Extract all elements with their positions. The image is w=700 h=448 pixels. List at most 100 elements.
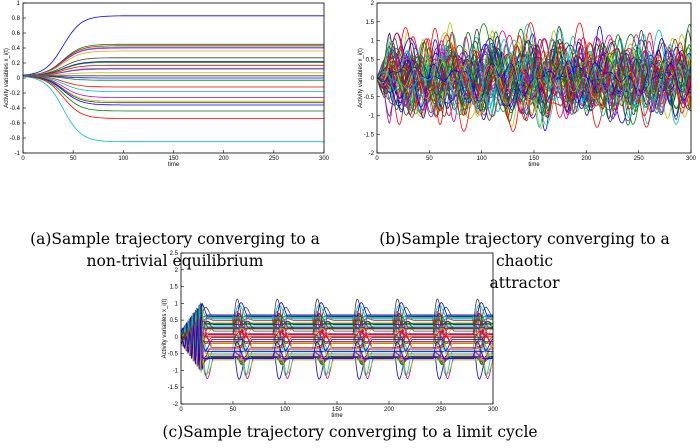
y-tick-label: 0.5	[366, 57, 375, 63]
trajectory-line	[181, 298, 493, 359]
trajectory-line	[181, 305, 493, 361]
trajectory-line	[23, 43, 324, 76]
trajectory-line	[23, 47, 324, 76]
trajectory-line	[181, 311, 493, 366]
trajectory-line	[181, 313, 493, 367]
trajectory-line	[181, 306, 493, 361]
trajectory-line	[377, 41, 691, 116]
x-tick-label: 50	[426, 156, 433, 162]
chart-a: 0 50 100 150 200 250 300 -1 -0.8 -0.6 -0.4 -0.2 0 0.2…	[4, 1, 330, 168]
x-tick-label: 150	[332, 407, 343, 413]
trajectory-line	[23, 57, 324, 76]
y-tick-label: -2	[369, 151, 375, 157]
trajectory-line	[23, 75, 324, 79]
y-tick-label: 0.4	[12, 46, 21, 52]
y-tick-label: -2	[173, 402, 179, 408]
y-tick-label: -0.5	[168, 352, 179, 358]
y-tick-label: 1.5	[366, 20, 375, 26]
trajectory-line	[181, 302, 493, 356]
trajectory-line	[23, 75, 324, 92]
y-tick-label: 0.2	[12, 61, 21, 67]
y-tick-label: -0.4	[10, 106, 21, 112]
caption-c-line1: (c)Sample trajectory converging to a lim…	[162, 423, 538, 441]
chart-b: 0 50 100 150 200 250 300 -2 -1.5 -1 -0.5 0 0.5 1 1.5 2 t…	[358, 1, 697, 168]
caption-c: (c)Sample trajectory converging to a lim…	[150, 421, 550, 443]
x-tick-label: 250	[436, 407, 447, 413]
trajectory-line	[23, 45, 324, 76]
y-axis-label: Activity variables x_i(t)	[358, 48, 364, 108]
x-tick-label: 100	[118, 156, 129, 162]
y-tick-label: -1.5	[364, 132, 375, 138]
trajectory-line	[23, 64, 324, 76]
trajectory-line	[23, 61, 324, 76]
x-tick-label: 300	[319, 156, 330, 162]
trajectory-line	[181, 312, 493, 366]
trajectory-line	[23, 15, 324, 76]
trajectory-line	[23, 75, 324, 81]
trajectory-line	[181, 319, 493, 375]
y-tick-label: -0.6	[10, 121, 21, 127]
trajectory-line	[23, 76, 324, 143]
trajectory-line	[23, 67, 324, 77]
trajectory-line	[181, 304, 493, 359]
caption-b: (b)Sample trajectory converging to a cha…	[352, 228, 697, 294]
y-tick-label: -1	[173, 368, 179, 374]
y-tick-label: -0.5	[364, 95, 375, 101]
trajectory-line	[181, 310, 493, 365]
trajectory-line	[23, 75, 324, 98]
x-tick-label: 100	[280, 407, 291, 413]
y-tick-label: 0	[175, 335, 179, 341]
trajectory-line	[181, 314, 493, 366]
x-tick-label: 50	[70, 156, 77, 162]
trajectory-line	[181, 317, 493, 372]
y-tick-label: 0.8	[12, 16, 21, 22]
trajectory-line	[23, 50, 324, 76]
trajectory-line	[377, 39, 691, 114]
y-tick-label: 0	[371, 76, 375, 82]
y-tick-label: -1	[15, 151, 21, 157]
caption-a-line2: non-trivial equilibrium	[86, 252, 264, 270]
x-tick-label: 50	[230, 407, 237, 413]
y-tick-label: 2	[371, 1, 375, 7]
y-tick-label: -0.2	[10, 91, 21, 97]
trajectory-line	[23, 75, 324, 104]
trajectory-line	[23, 75, 324, 102]
trajectory-line	[23, 75, 324, 106]
x-tick-label: 300	[488, 407, 499, 413]
trajectory-line	[181, 310, 493, 367]
trajectories-a	[23, 15, 324, 143]
caption-a-line1: (a)Sample trajectory converging to a	[30, 230, 320, 248]
y-tick-label: 1	[371, 39, 375, 45]
y-axis-label: Activity variables x_i(t)	[4, 48, 10, 108]
trajectory-line	[181, 311, 493, 369]
caption-b-line1: (b)Sample trajectory converging to a cha…	[379, 230, 670, 270]
y-tick-label: 0.6	[12, 31, 21, 37]
trajectory-line	[181, 312, 493, 364]
y-tick-label: -0.8	[10, 136, 21, 142]
y-tick-label: 1.5	[170, 285, 179, 291]
x-tick-label: 250	[269, 156, 280, 162]
trajectory-line	[23, 75, 324, 88]
x-tick-label: 100	[477, 156, 488, 162]
trajectory-line	[181, 308, 493, 362]
y-tick-label: 0.5	[170, 318, 179, 324]
y-tick-label: -1	[369, 114, 375, 120]
x-tick-label: 0	[375, 156, 379, 162]
y-tick-label: 2	[175, 268, 179, 274]
y-axis-label: Activity variables x_i(t)	[162, 299, 168, 359]
x-tick-label: 200	[581, 156, 592, 162]
y-tick-label: -1.5	[168, 385, 179, 391]
trajectory-line	[181, 309, 493, 363]
trajectory-line	[181, 317, 493, 373]
trajectories-b	[377, 22, 691, 132]
trajectory-line	[23, 61, 324, 76]
trajectory-line	[181, 315, 493, 370]
x-axis-label: time	[331, 413, 343, 419]
trajectory-line	[23, 72, 324, 77]
y-tick-label: 0	[17, 76, 21, 82]
trajectory-line	[181, 302, 493, 355]
trajectory-line	[23, 46, 324, 76]
trajectory-line	[181, 303, 493, 356]
x-tick-label: 300	[686, 156, 697, 162]
